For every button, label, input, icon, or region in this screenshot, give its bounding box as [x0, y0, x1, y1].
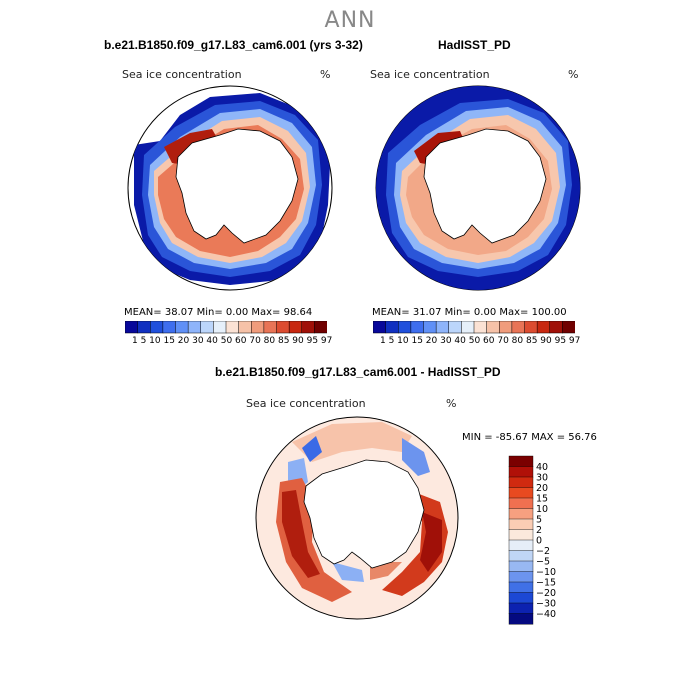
colorbar-swatch	[276, 321, 290, 334]
colorbar-swatch	[508, 529, 534, 541]
colorbar-swatch	[288, 321, 303, 334]
colorbar-swatch	[162, 321, 177, 334]
colorbar-swatch	[508, 581, 534, 594]
colorbar-swatch	[187, 321, 202, 334]
colorbar-label: 2	[536, 525, 542, 536]
right-units: %	[568, 68, 579, 81]
colorbar-label: −5	[536, 557, 550, 568]
colorbar-label: 40	[536, 462, 548, 473]
colorbar-swatch	[508, 508, 534, 520]
colorbar-swatch	[137, 321, 151, 334]
colorbar-swatch	[200, 321, 214, 334]
colorbar-swatch	[410, 321, 425, 334]
colorbar-label: 30	[536, 473, 548, 484]
colorbar-swatch	[508, 592, 534, 604]
colorbar-swatch	[175, 321, 189, 334]
colorbar-label: −2	[536, 546, 550, 557]
colorbar-label: −30	[536, 599, 556, 610]
diff-polar-map	[255, 416, 459, 620]
colorbar-swatch	[435, 321, 450, 334]
colorbar-swatch	[508, 476, 534, 489]
left-stats: MEAN= 38.07 Min= 0.00 Max= 98.64	[124, 307, 313, 318]
colorbar-swatch	[508, 487, 534, 499]
colorbar-label: 20	[536, 483, 548, 494]
diff-panel-title: b.e21.B1850.f09_g17.L83_cam6.001 - HadIS…	[215, 365, 501, 379]
colorbar-swatch	[511, 321, 526, 334]
left-colorbar-ticks: 1 5 10 15 20 30 40 50 60 70 80 85 90 95 …	[132, 336, 333, 346]
colorbar-swatch	[448, 321, 462, 334]
colorbar-swatch	[225, 321, 240, 334]
diff-minmax: MIN = -85.67 MAX = 56.76	[462, 432, 597, 443]
colorbar-swatch	[263, 321, 278, 334]
colorbar-swatch	[473, 321, 488, 334]
colorbar-label: 15	[536, 494, 548, 505]
colorbar-swatch	[508, 550, 534, 562]
colorbar-swatch	[423, 321, 437, 334]
right-field-label: Sea ice concentration	[370, 68, 490, 81]
left-field-label: Sea ice concentration	[122, 68, 242, 81]
colorbar-swatch	[508, 602, 534, 615]
colorbar-swatch	[499, 321, 513, 334]
colorbar-swatch	[508, 497, 534, 510]
colorbar-label: −40	[536, 609, 556, 620]
colorbar-swatch	[301, 321, 315, 334]
colorbar-swatch	[562, 321, 575, 334]
colorbar-swatch	[536, 321, 551, 334]
colorbar-swatch	[508, 539, 534, 552]
colorbar-swatch	[508, 571, 534, 583]
colorbar-swatch	[385, 321, 399, 334]
colorbar-label: −20	[536, 588, 556, 599]
colorbar-swatch	[251, 321, 265, 334]
left-panel-title: b.e21.B1850.f09_g17.L83_cam6.001 (yrs 3-…	[104, 38, 363, 52]
right-colorbar-ticks: 1 5 10 15 20 30 40 50 60 70 80 85 90 95 …	[380, 336, 581, 346]
diff-field-label: Sea ice concentration	[246, 397, 366, 410]
colorbar-swatch	[314, 321, 327, 334]
left-colorbar	[125, 321, 327, 334]
colorbar-swatch	[373, 321, 387, 334]
colorbar-swatch	[508, 560, 534, 573]
colorbar-swatch	[486, 321, 500, 334]
colorbar-swatch	[508, 466, 534, 478]
figure-title: ANN	[324, 8, 376, 33]
colorbar-swatch	[508, 613, 534, 625]
colorbar-swatch	[238, 321, 252, 334]
colorbar-swatch	[398, 321, 412, 334]
colorbar-swatch	[508, 455, 534, 468]
colorbar-swatch	[461, 321, 475, 334]
left-polar-map	[127, 85, 333, 291]
left-units: %	[320, 68, 331, 81]
colorbar-label: −10	[536, 567, 556, 578]
colorbar-label: 10	[536, 504, 548, 515]
colorbar-label: 0	[536, 536, 542, 547]
colorbar-swatch	[524, 321, 538, 334]
colorbar-swatch	[150, 321, 164, 334]
colorbar-swatch	[125, 321, 139, 334]
right-polar-map	[375, 85, 581, 291]
right-panel-title: HadISST_PD	[438, 38, 511, 52]
colorbar-swatch	[508, 518, 534, 531]
colorbar-swatch	[549, 321, 563, 334]
colorbar-label: 5	[536, 515, 542, 526]
colorbar-swatch	[213, 321, 227, 334]
colorbar-label: −15	[536, 578, 556, 589]
right-stats: MEAN= 31.07 Min= 0.00 Max= 100.00	[372, 307, 567, 318]
right-colorbar	[373, 321, 575, 334]
diff-units: %	[446, 397, 457, 410]
